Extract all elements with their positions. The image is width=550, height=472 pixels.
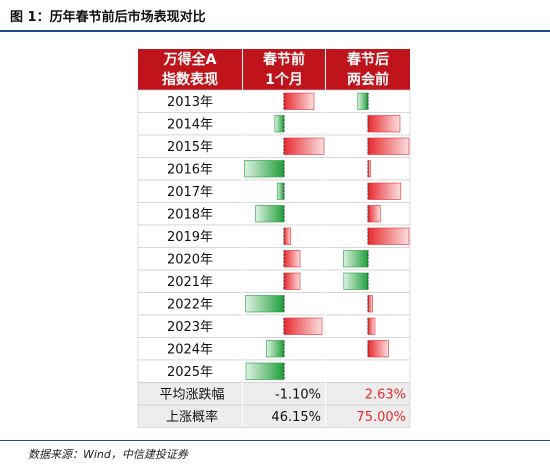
header-label-1-0: 春节前	[262, 51, 305, 68]
summary-label-0: 平均涨跌幅	[159, 386, 224, 402]
bar-2-row-5	[367, 205, 381, 223]
header-label-2-1: 两会前	[347, 71, 389, 88]
bar-2-row-7	[343, 250, 369, 268]
row-year-label: 2025年	[167, 365, 213, 380]
bar-1-row-3	[244, 160, 285, 178]
summary-pre-value-1: 46.15%	[271, 410, 321, 425]
summary-post-value-1: 75.00%	[356, 410, 406, 425]
bar-1-row-10	[283, 317, 323, 335]
row-year-label: 2013年	[167, 95, 213, 110]
bar-1-row-6	[283, 227, 292, 245]
row-year-label: 2024年	[167, 342, 213, 357]
summary-label-1: 上涨概率	[166, 409, 218, 425]
row-year-label: 2021年	[167, 275, 213, 290]
row-year-label: 2019年	[167, 230, 213, 245]
summary-pre-value-0: -1.10%	[275, 387, 321, 402]
bar-2-row-11	[367, 340, 389, 358]
row-year-label: 2016年	[167, 162, 213, 177]
bar-2-row-9	[367, 295, 373, 313]
source-note: 数据来源：Wind，中信建投证券	[28, 448, 188, 461]
bar-1-row-4	[276, 182, 285, 200]
bar-2-row-6	[367, 227, 410, 245]
bar-1-row-2	[283, 137, 325, 155]
row-year-label: 2018年	[167, 207, 213, 222]
header-label-0-1: 指数表现	[162, 71, 218, 88]
bar-1-row-12	[245, 362, 285, 380]
row-year-label: 2023年	[167, 320, 213, 335]
bar-1-row-7	[283, 250, 301, 268]
summary-post-value-0: 2.63%	[365, 387, 406, 402]
header-cell-0	[138, 49, 242, 90]
row-year-label: 2015年	[167, 140, 213, 155]
row-year-label: 2017年	[167, 185, 213, 200]
bar-2-row-8	[343, 272, 369, 290]
header-label-2-0: 春节后	[346, 51, 389, 68]
bar-1-row-1	[274, 115, 285, 133]
header-cell-2	[326, 49, 410, 90]
chart-title: 图 1：历年春节前后市场表现对比	[10, 10, 206, 25]
summary-row-1	[137, 404, 411, 428]
bar-2-row-0	[357, 92, 369, 110]
bar-1-row-5	[255, 205, 285, 223]
row-year-label: 2022年	[167, 297, 213, 312]
header-cell-1	[243, 49, 325, 90]
header-label-1-1: 1个月	[265, 71, 303, 88]
bar-1-row-0	[283, 92, 315, 110]
title-rule	[0, 30, 550, 32]
header-label-0-0: 万得全A	[163, 51, 217, 68]
bar-2-row-1	[367, 115, 401, 133]
row-year-label: 2014年	[167, 117, 213, 132]
bar-1-row-9	[245, 295, 285, 313]
row-year-label: 2020年	[167, 252, 213, 267]
bar-2-row-2	[367, 137, 410, 155]
bar-1-row-8	[283, 272, 301, 290]
bar-2-row-10	[367, 317, 376, 335]
bar-2-row-4	[367, 182, 402, 200]
bar-1-row-11	[266, 340, 285, 358]
bottom-rule	[0, 440, 550, 441]
